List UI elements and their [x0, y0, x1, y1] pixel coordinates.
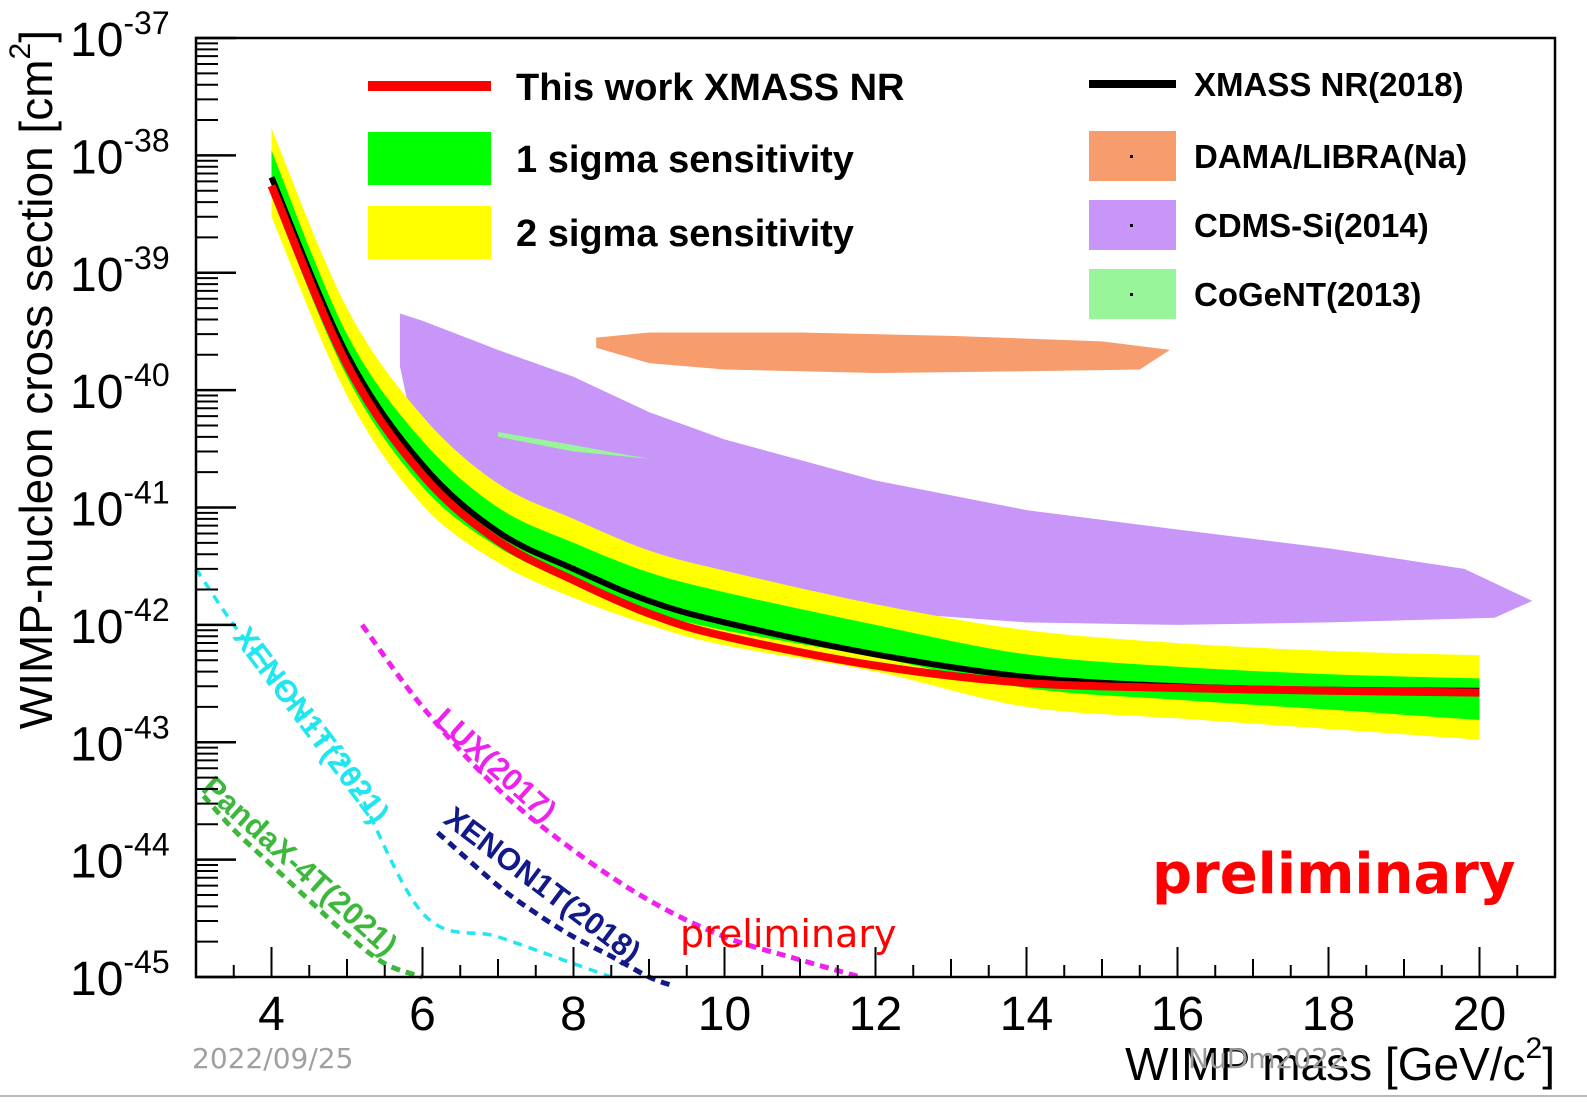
sigma2-legend-swatch [368, 206, 491, 259]
x-tick-label: 20 [1453, 988, 1506, 1041]
footer-conference: NuDm2022 [1188, 1042, 1347, 1075]
x-tick-label: 18 [1302, 988, 1355, 1041]
cogent-region [498, 432, 649, 459]
y-tick-label: 10-40 [70, 357, 170, 419]
x-tick-label: 6 [409, 988, 436, 1041]
x-tick-label: 16 [1151, 988, 1204, 1041]
cdms-legend-marker [1130, 224, 1133, 227]
xmass2018-legend-label: XMASS NR(2018) [1194, 66, 1464, 103]
dama-legend-marker [1130, 155, 1133, 158]
dama-legend-label: DAMA/LIBRA(Na) [1194, 138, 1467, 175]
x-axis-title: WIMP mass [GeV/c2] [1125, 1032, 1555, 1090]
cdms-legend-label: CDMS-Si(2014) [1194, 207, 1429, 244]
x-tick-label: 10 [698, 988, 751, 1041]
y-tick-label: 10-42 [70, 592, 170, 654]
sigma1-legend-swatch [368, 132, 491, 185]
x-tick-label: 14 [1000, 988, 1053, 1041]
dama-region [596, 332, 1170, 373]
cdms-region [399, 313, 1533, 625]
this_work-legend-swatch [368, 81, 491, 91]
y-tick-label: 10-38 [70, 122, 170, 184]
y-tick-label: 10-41 [70, 475, 170, 537]
y-tick-label: 10-45 [70, 944, 170, 1006]
y-tick-label: 10-43 [70, 709, 170, 771]
footer-date: 2022/09/25 [192, 1042, 354, 1075]
lux2017-label: LUX(2017) [427, 701, 563, 828]
xenon1t_2021-limit-line [194, 567, 612, 979]
x-tick-label: 4 [258, 988, 285, 1041]
pandax4t-limit-line [201, 794, 424, 980]
y-tick-label: 10-39 [70, 240, 170, 302]
this_work-line [267, 184, 1480, 697]
x-tick-label: 8 [560, 988, 587, 1041]
x-tick-label: 12 [849, 988, 902, 1041]
y-tick-label: 10-44 [70, 827, 170, 889]
xmass2018-legend-swatch [1089, 80, 1176, 88]
y-axis-title: WIMP-nucleon cross section [cm2] [4, 30, 62, 729]
excluded-regions-layer [399, 313, 1533, 625]
cogent-legend-label: CoGeNT(2013) [1194, 276, 1421, 313]
preliminary-stamp-large: preliminary [1152, 842, 1515, 907]
slide-bottom-rule [0, 1095, 1587, 1097]
sigma2-legend-label: 2 sigma sensitivity [516, 213, 854, 255]
this_work-legend-label: This work XMASS NR [516, 67, 905, 109]
cogent-legend-marker [1130, 293, 1133, 296]
sigma1-legend-label: 1 sigma sensitivity [516, 139, 854, 181]
legend: This work XMASS NR 1 sigma sensitivity 2 s… [368, 66, 1467, 319]
limit-lines-layer [267, 176, 1480, 697]
sigma2-band [271, 128, 1480, 740]
y-tick-label: 10-37 [70, 5, 170, 67]
plot-frame: 10-45 10-44 10-43 10-42 10-41 10-40 10-39 10-38… [70, 5, 1557, 1041]
preliminary-stamp-small: preliminary [680, 912, 896, 956]
lux2017-limit-line [360, 623, 862, 980]
